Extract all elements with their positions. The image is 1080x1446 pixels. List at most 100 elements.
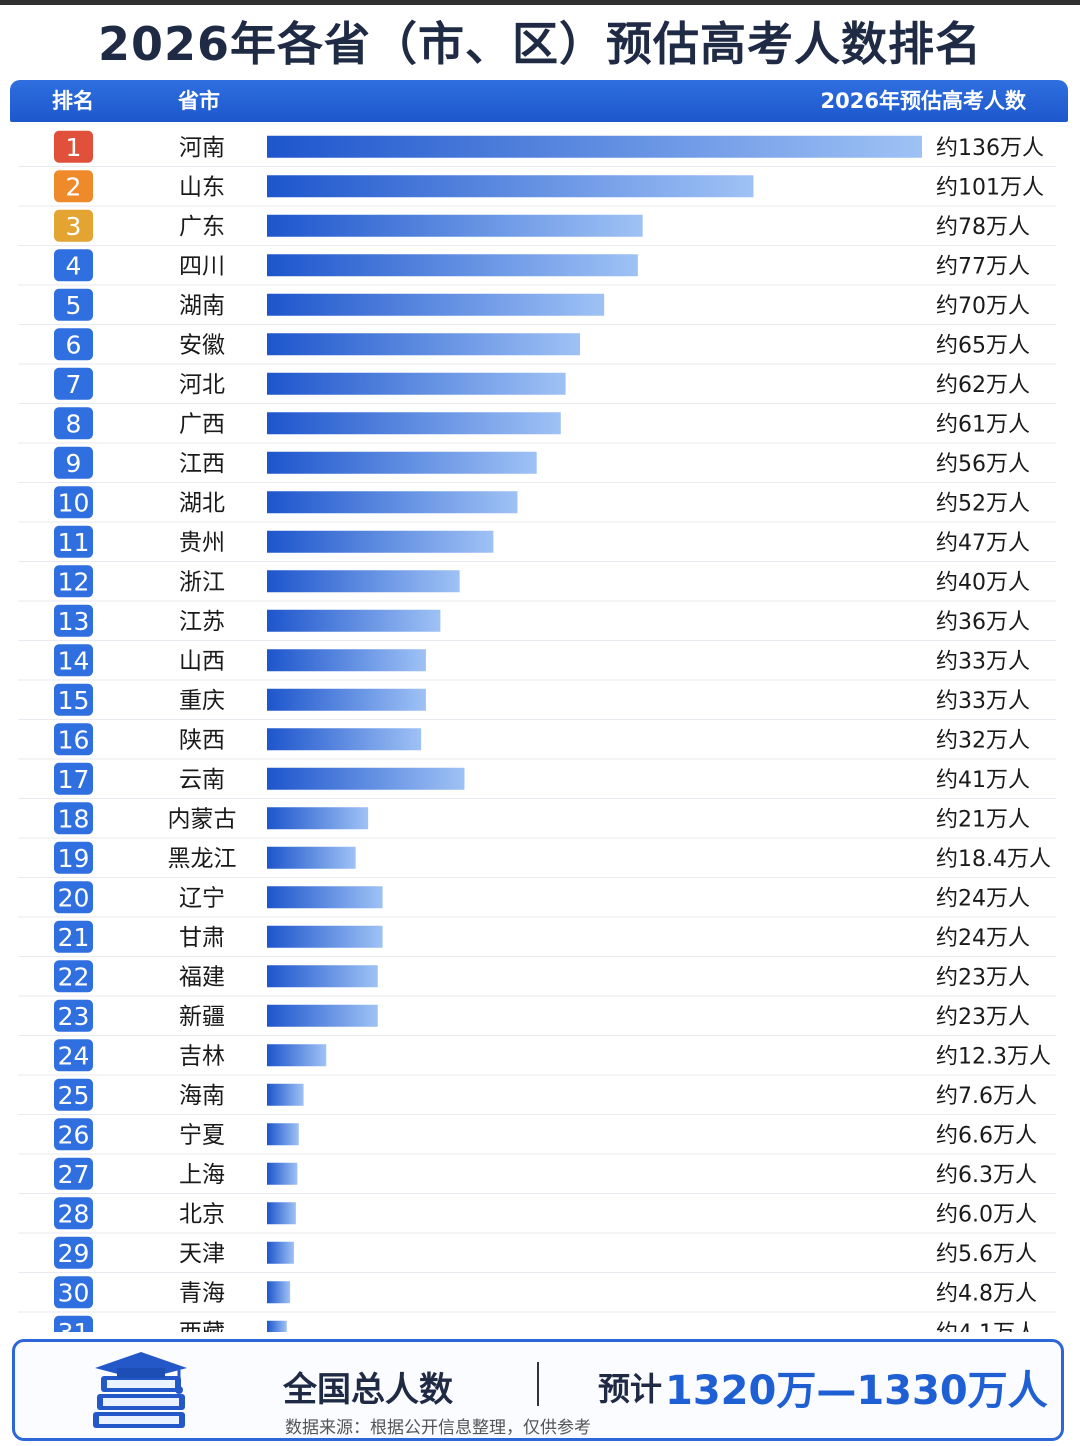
- rank-badge: [54, 367, 93, 400]
- rank-number: 21: [58, 923, 90, 952]
- bar: [267, 767, 465, 790]
- value-label: 约78万人: [936, 215, 1030, 240]
- rank-badge: [54, 407, 93, 440]
- bar-chart: 1 河南 约136万人 2 山东 约101万人 3 广东 约78万人 4 四川 约77万人 5 湖南 约70…: [18, 130, 1056, 1332]
- value-label: 约23万人: [936, 965, 1030, 990]
- province-label: 河北: [179, 372, 225, 398]
- bar: [267, 570, 460, 593]
- rank-number: 15: [58, 686, 90, 715]
- rank-badge: [54, 723, 93, 756]
- table-header: 排名 省市 2026年预估高考人数: [10, 80, 1068, 122]
- rank-number: 20: [58, 883, 90, 912]
- bar: [267, 293, 605, 316]
- value-label: 约41万人: [936, 768, 1030, 793]
- value-label: 约52万人: [936, 491, 1030, 516]
- rank-badge: [54, 1276, 93, 1309]
- rank-badge: [54, 1118, 93, 1151]
- province-label: 广东: [179, 214, 225, 240]
- value-label: 约6.0万人: [936, 1202, 1037, 1227]
- rank-number: 17: [58, 765, 90, 794]
- header-province: 省市: [178, 89, 220, 113]
- rank-number: 16: [58, 725, 90, 754]
- value-label: 约18.4万人: [936, 847, 1051, 872]
- rank-badge: [54, 960, 93, 993]
- province-label: 黑龙江: [168, 846, 237, 872]
- bar: [267, 1320, 287, 1332]
- province-label: 广西: [179, 411, 225, 437]
- value-label: 约36万人: [936, 610, 1030, 635]
- bar: [267, 451, 537, 474]
- bar: [267, 135, 922, 158]
- bar: [267, 886, 383, 909]
- rank-badge: [54, 209, 93, 242]
- rank-number: 2: [66, 172, 82, 201]
- province-label: 上海: [179, 1162, 225, 1188]
- bar: [267, 214, 643, 237]
- rank-number: 25: [58, 1081, 90, 1110]
- rank-badge: [54, 604, 93, 637]
- value-label: 约24万人: [936, 926, 1030, 951]
- province-label: 福建: [179, 964, 225, 990]
- rank-badge: [54, 328, 93, 361]
- value-label: 约12.3万人: [936, 1044, 1051, 1069]
- value-label: 约23万人: [936, 1005, 1030, 1030]
- total-label: 全国总人数: [283, 1370, 453, 1410]
- rank-badge: [54, 486, 93, 519]
- rank-badge: [54, 1197, 93, 1230]
- bar: [267, 333, 581, 356]
- rank-number: 3: [66, 212, 82, 241]
- divider: [537, 1362, 539, 1406]
- province-label: 北京: [179, 1201, 225, 1227]
- rank-number: 14: [58, 646, 90, 675]
- rank-badge: [54, 683, 93, 716]
- rank-badge: [54, 446, 93, 479]
- page-title: 2026年各省（市、区）预估高考人数排名: [97, 17, 983, 71]
- rank-badge: [54, 1078, 93, 1111]
- bar: [267, 609, 441, 632]
- bar: [267, 728, 422, 751]
- top-border: [0, 0, 1080, 5]
- bar: [267, 925, 383, 948]
- rank-badge: [54, 1236, 93, 1269]
- province-label: 陕西: [179, 727, 225, 753]
- estimate-value: 1320万—1330万人: [665, 1368, 1048, 1414]
- rank-number: 24: [58, 1041, 90, 1070]
- value-label: 约65万人: [936, 333, 1030, 358]
- value-label: 约21万人: [936, 807, 1030, 832]
- value-label: 约101万人: [936, 175, 1044, 200]
- bar: [267, 1202, 296, 1225]
- value-label: 约33万人: [936, 689, 1030, 714]
- rank-badge: [54, 170, 93, 203]
- rank-badge: [54, 999, 93, 1032]
- rank-number: 8: [66, 409, 82, 438]
- bar: [267, 1083, 304, 1106]
- rank-number: 18: [58, 804, 90, 833]
- value-label: 约62万人: [936, 373, 1030, 398]
- bar: [267, 175, 754, 198]
- rank-badge: [54, 288, 93, 321]
- province-label: 山东: [179, 174, 225, 200]
- rank-badge: [54, 565, 93, 598]
- province-label: 辽宁: [179, 885, 225, 911]
- rank-badge: [54, 802, 93, 835]
- rank-number: 6: [66, 330, 82, 359]
- bar: [267, 1044, 327, 1067]
- rank-badge: [54, 1157, 93, 1190]
- header-value: 2026年预估高考人数: [820, 89, 1026, 113]
- rank-number: 11: [58, 528, 90, 557]
- summary-panel: 全国总人数 预计 1320万—1330万人 数据来源：根据公开信息整理，仅供参考: [12, 1339, 1064, 1441]
- rank-badge: [54, 841, 93, 874]
- rank-badge: [54, 525, 93, 558]
- bar: [267, 1123, 299, 1146]
- rank-number: 23: [58, 1002, 90, 1031]
- bar: [267, 1004, 378, 1027]
- graduation-books-icon: [93, 1352, 187, 1428]
- province-label: 重庆: [179, 688, 225, 714]
- value-label: 约7.6万人: [936, 1084, 1037, 1109]
- province-label: 浙江: [179, 569, 225, 595]
- province-label: 江苏: [179, 609, 225, 635]
- bar: [267, 530, 494, 553]
- province-label: 青海: [179, 1280, 225, 1306]
- value-label: 约61万人: [936, 412, 1030, 437]
- province-label: 宁夏: [179, 1122, 225, 1148]
